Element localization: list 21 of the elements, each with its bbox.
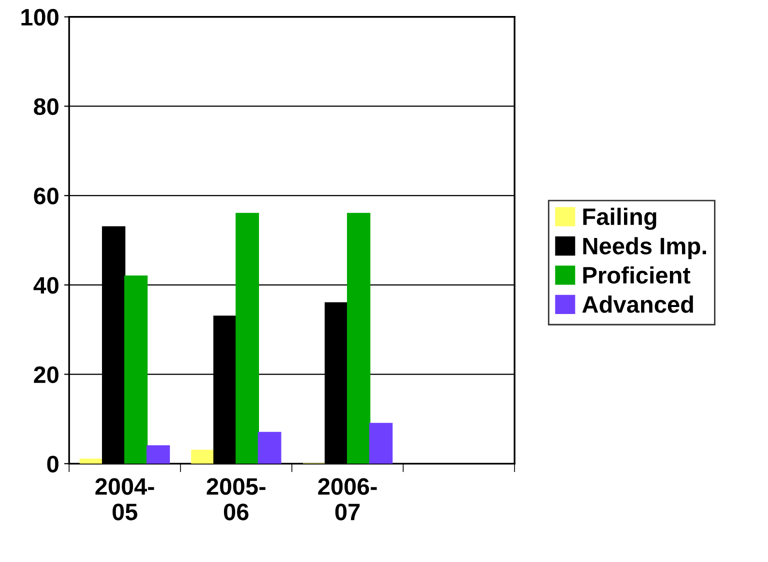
bar bbox=[258, 432, 282, 464]
bar bbox=[346, 212, 370, 464]
bar bbox=[369, 422, 393, 464]
legend-label: Failing bbox=[583, 208, 656, 230]
bar bbox=[191, 450, 214, 464]
bar bbox=[236, 212, 259, 464]
x-tick-label: 2005- 06 bbox=[206, 478, 266, 520]
x-tick-label: 2004- 05 bbox=[95, 478, 154, 520]
x-tick-label: 2006- 07 bbox=[318, 478, 377, 520]
legend-label: Proficient bbox=[583, 266, 690, 284]
bar bbox=[80, 458, 104, 464]
bar bbox=[124, 275, 148, 464]
legend-label: Advanced bbox=[582, 296, 693, 313]
y-tick-label: 40 bbox=[33, 277, 58, 294]
legend-label: Needs Imp. bbox=[583, 237, 706, 260]
y-tick-label: 100 bbox=[21, 8, 58, 26]
y-tick-label: 0 bbox=[47, 456, 58, 472]
bar bbox=[146, 445, 170, 464]
y-tick-label: 60 bbox=[34, 188, 58, 204]
y-tick-label: 80 bbox=[34, 98, 58, 116]
y-tick-label: 20 bbox=[34, 366, 58, 384]
